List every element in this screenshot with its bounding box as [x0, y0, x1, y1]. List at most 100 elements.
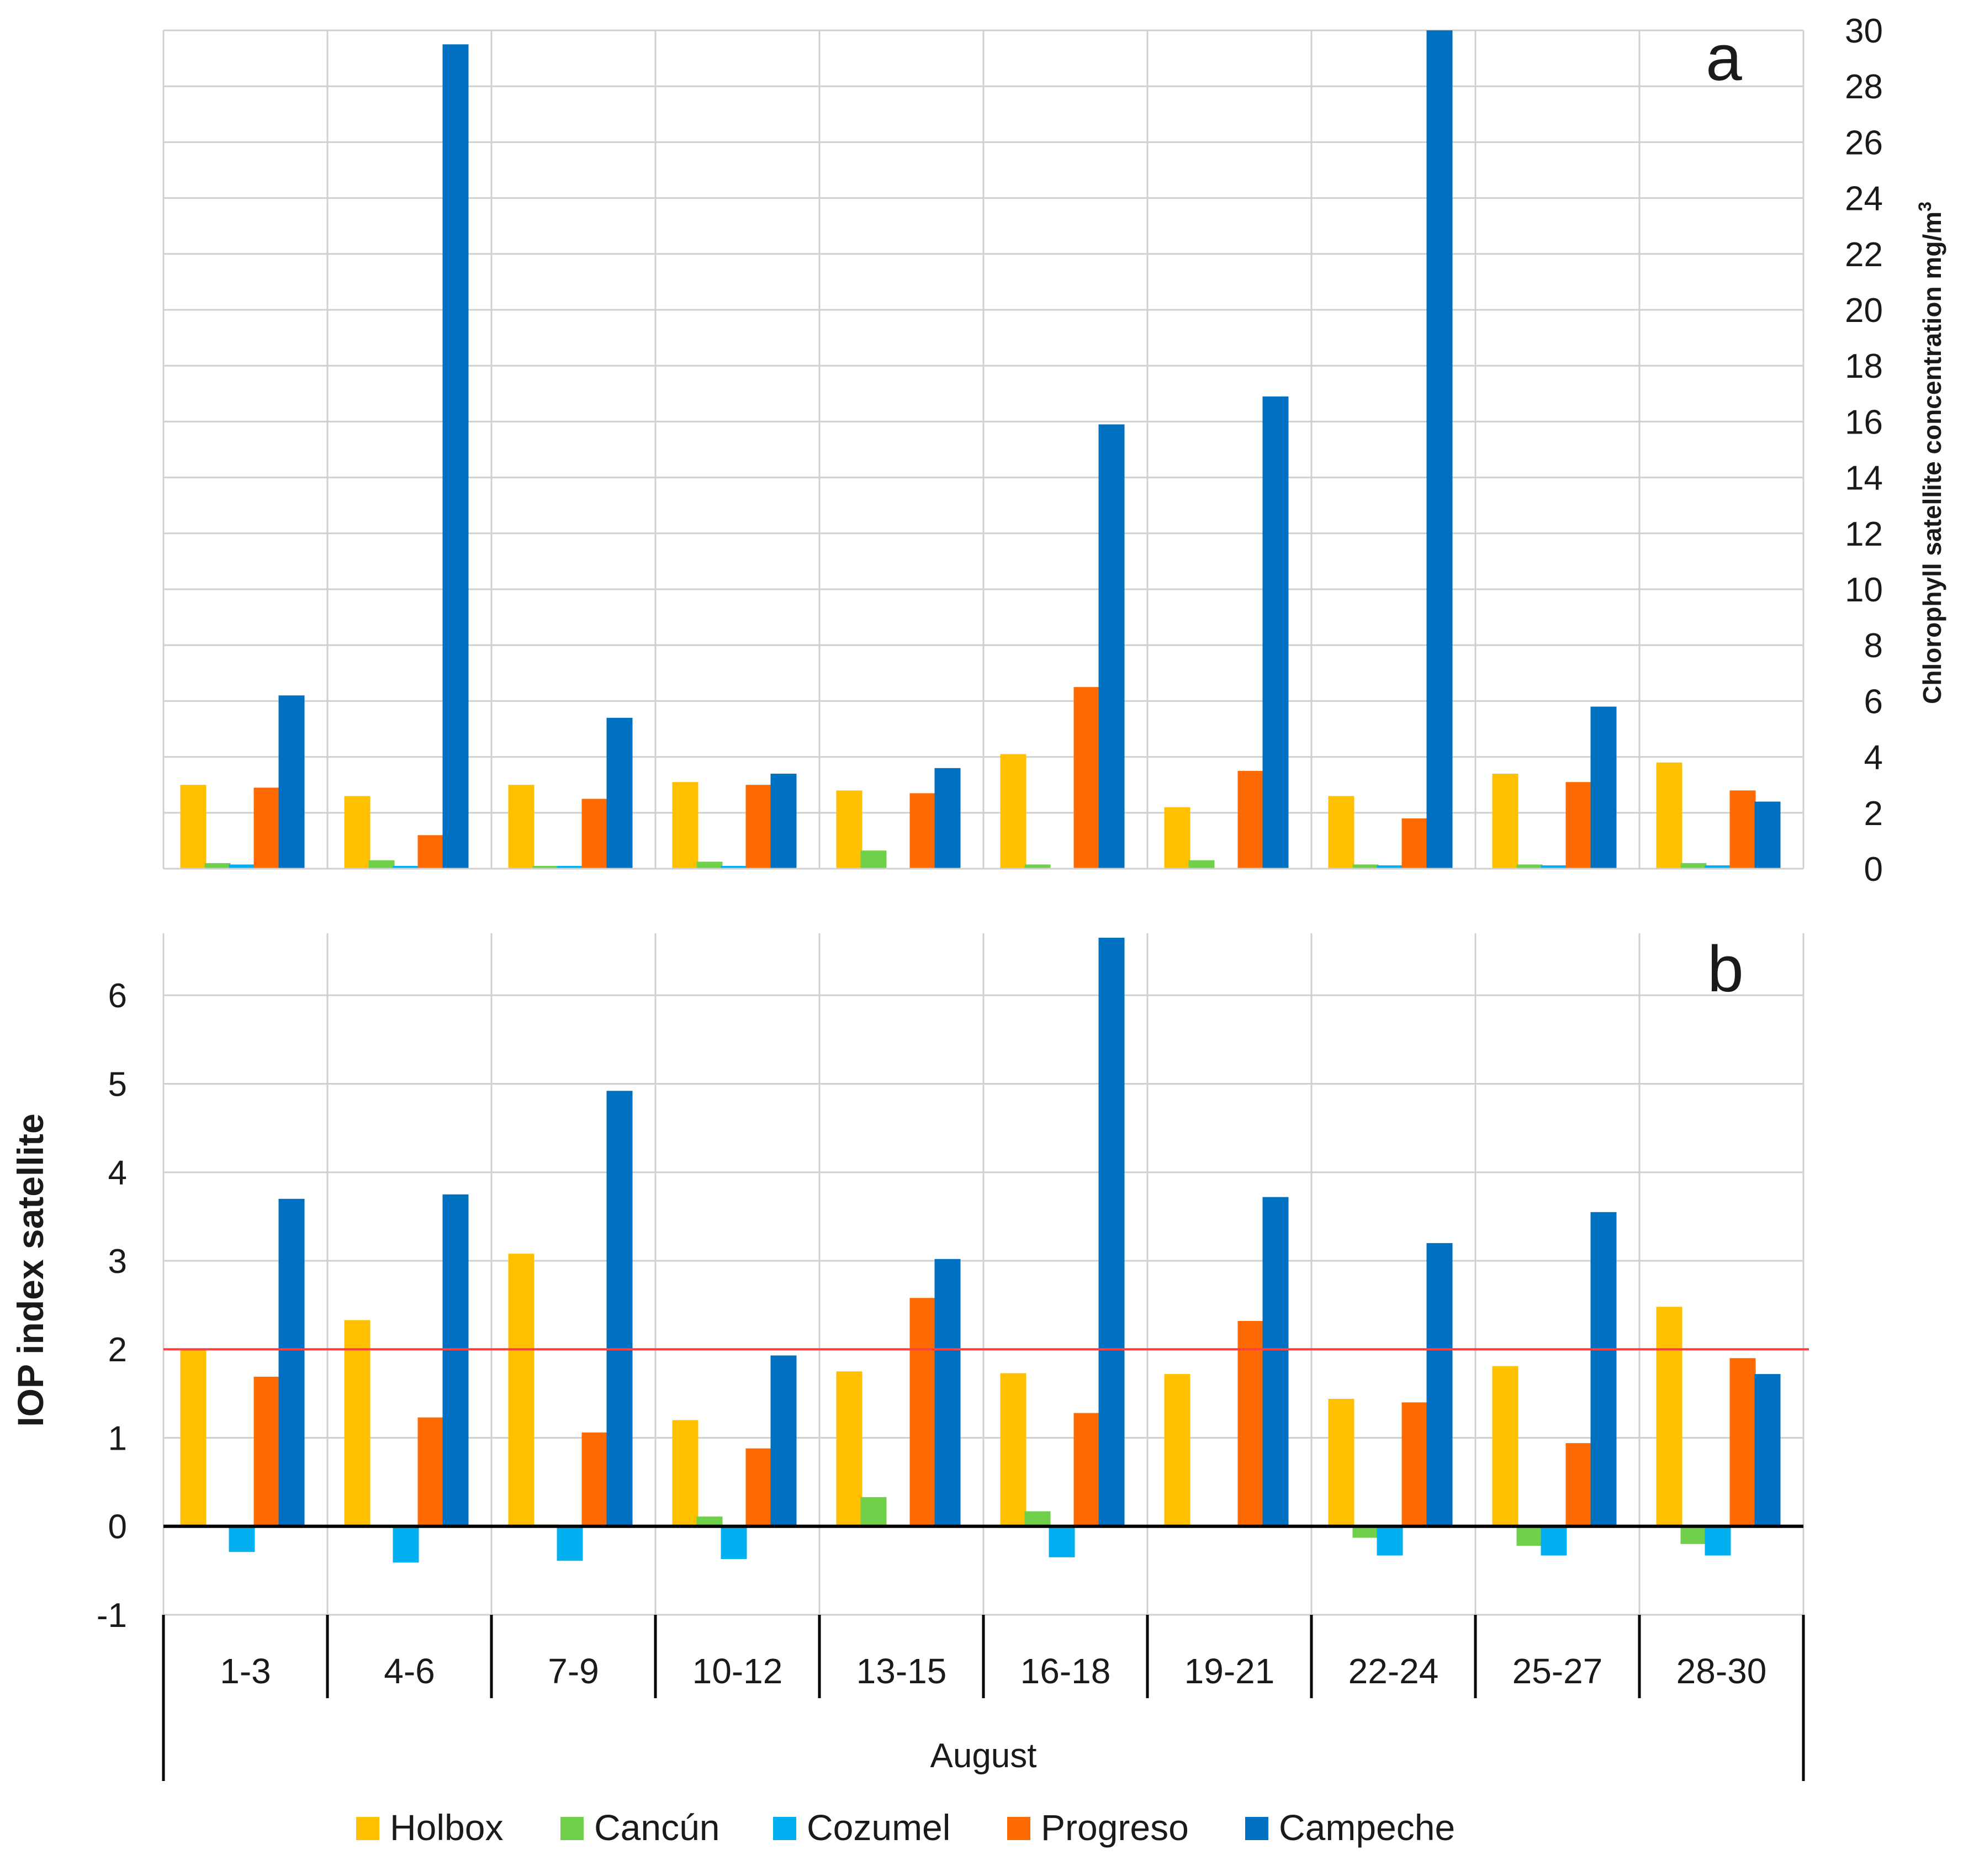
panel-a-bar-cozumel-4-6 — [393, 865, 419, 869]
panel-b-bar-progreso-16-18 — [1073, 1413, 1100, 1526]
panel-b-bar-holbox-10-12 — [672, 1420, 699, 1526]
panel-a-bar-cancun-1-3 — [204, 863, 231, 869]
panel-b-bar-campeche-7-9 — [606, 1091, 633, 1526]
panel-b-category-axis: 1-3 4-6 7-9 10-12 13-15 16-18 19-21 22-24 25-27 2… — [162, 1615, 1805, 1781]
panel-a-bar-campeche-10-12 — [770, 773, 797, 869]
panel-b-category-label-4-6: 4-6 — [384, 1651, 435, 1691]
panel-b-letter: b — [1707, 933, 1744, 1006]
panel-a-bar-campeche-16-18 — [1098, 424, 1125, 869]
panel-b-ytick-label: -1 — [97, 1597, 127, 1635]
panel-b-bar-progreso-4-6 — [417, 1417, 444, 1526]
panel-a-bar-cancun-25-27 — [1516, 864, 1543, 869]
panel-a-bar-cozumel-7-9 — [557, 865, 583, 869]
panel-a-ytick-label: 16 — [1845, 403, 1883, 441]
panel-b-bar-holbox-7-9 — [508, 1254, 535, 1526]
panel-b-bar-progreso-19-21 — [1237, 1320, 1264, 1526]
panel-a-ylabel-superscript: 3 — [1915, 202, 1935, 212]
panel-a-bar-campeche-19-21 — [1262, 396, 1289, 869]
panel-a-ytick-label: 6 — [1864, 683, 1883, 721]
panel-b-ytick-label: 4 — [108, 1154, 127, 1192]
panel-b-bar-campeche-25-27 — [1590, 1212, 1617, 1526]
legend: Holbox Cancún Cozumel Progreso Campeche — [356, 1807, 1455, 1848]
panel-a-bar-progreso-1-3 — [253, 788, 280, 869]
panel-a-ytick-label: 12 — [1845, 515, 1883, 553]
panel-b-bar-cozumel-16-18 — [1049, 1526, 1075, 1557]
panel-a-bar-progreso-13-15 — [909, 793, 936, 869]
legend-swatch-cancun — [560, 1817, 584, 1840]
panel-a-bar-campeche-7-9 — [606, 717, 633, 869]
panel-a-ylabel: Chlorophyll satellite concentration mg/m… — [1915, 202, 1946, 704]
panel-b-bar-campeche-1-3 — [278, 1198, 305, 1526]
panel-a-bar-holbox-16-18 — [1000, 754, 1026, 869]
panel-b-ytick-label: 6 — [108, 977, 127, 1015]
panel-b-bar-campeche-4-6 — [442, 1194, 469, 1526]
panel-b-category-label-1-3: 1-3 — [220, 1651, 271, 1691]
legend-label-cancun: Cancún — [594, 1807, 720, 1848]
panel-b-xlabel: August — [930, 1737, 1036, 1775]
panel-a-bar-progreso-10-12 — [745, 785, 772, 869]
panel-b-bar-holbox-28-30 — [1656, 1307, 1682, 1526]
panel-a-ytick-label: 28 — [1845, 68, 1883, 106]
legend-swatch-progreso — [1007, 1817, 1030, 1840]
panel-a-ytick-label: 18 — [1845, 347, 1883, 385]
panel-a-bar-holbox-10-12 — [672, 782, 699, 869]
panel-a-bar-campeche-13-15 — [934, 768, 961, 869]
panel-b-ylabel: IOP index satellite — [10, 1113, 51, 1426]
panel-a-bar-progreso-25-27 — [1565, 782, 1592, 869]
panel-a-bar-progreso-28-30 — [1729, 790, 1756, 869]
panel-b-ytick-label: 3 — [108, 1243, 127, 1281]
panel-a-bar-holbox-25-27 — [1492, 773, 1518, 869]
panel-a-bar-cancun-13-15 — [860, 850, 887, 869]
panel-b-iop-index: -1 0 1 2 3 4 5 6 b IOP index satellite 1-3 4-6 7-9 10… — [10, 933, 1809, 1781]
panel-b-category-label-13-15: 13-15 — [856, 1651, 947, 1691]
panel-b-category-label-10-12: 10-12 — [692, 1651, 783, 1691]
panel-a-bar-campeche-22-24 — [1426, 30, 1453, 869]
panel-a-bar-progreso-16-18 — [1073, 687, 1100, 869]
panel-a-ytick-label: 24 — [1845, 180, 1883, 218]
panel-b-ytick-label: 0 — [108, 1508, 127, 1546]
panel-a-ytick-label: 4 — [1864, 739, 1883, 777]
panel-a-bar-cancun-10-12 — [696, 862, 723, 869]
panel-a-bar-cancun-16-18 — [1024, 864, 1051, 869]
legend-label-holbox: Holbox — [390, 1807, 503, 1848]
panel-b-bar-progreso-1-3 — [253, 1376, 280, 1526]
panel-a-bar-campeche-28-30 — [1754, 801, 1781, 869]
panel-a-ytick-label: 22 — [1845, 236, 1883, 274]
panel-a-bar-cancun-22-24 — [1352, 864, 1379, 869]
panel-b-bar-cozumel-22-24 — [1377, 1526, 1403, 1556]
panel-b-bar-campeche-19-21 — [1262, 1197, 1289, 1526]
panel-a-bar-cancun-28-30 — [1680, 863, 1707, 869]
legend-swatch-holbox — [356, 1817, 379, 1840]
panel-a-bar-campeche-1-3 — [278, 695, 305, 869]
panel-b-bar-cancun-16-18 — [1024, 1511, 1051, 1526]
panel-b-bar-holbox-19-21 — [1164, 1374, 1190, 1526]
panel-a-bar-progreso-22-24 — [1401, 818, 1428, 869]
panel-b-bar-cozumel-28-30 — [1705, 1526, 1731, 1556]
panel-b-bar-holbox-25-27 — [1492, 1366, 1518, 1526]
panel-b-bar-cancun-25-27 — [1516, 1526, 1543, 1546]
panel-b-bar-progreso-28-30 — [1729, 1358, 1756, 1526]
panel-b-bar-cozumel-10-12 — [721, 1526, 747, 1560]
panel-b-bar-cancun-22-24 — [1352, 1526, 1379, 1538]
panel-b-bar-holbox-22-24 — [1328, 1398, 1354, 1526]
panel-a-ytick-label: 14 — [1845, 459, 1883, 498]
panel-a-letter: a — [1706, 22, 1742, 94]
legend-label-progreso: Progreso — [1041, 1807, 1189, 1848]
panel-b-category-label-25-27: 25-27 — [1512, 1651, 1603, 1691]
legend-swatch-campeche — [1245, 1817, 1268, 1840]
panel-b-bar-campeche-13-15 — [934, 1259, 961, 1526]
panel-a-bar-campeche-25-27 — [1590, 706, 1617, 869]
panel-b-bar-holbox-4-6 — [344, 1320, 371, 1526]
panel-b-category-label-7-9: 7-9 — [548, 1651, 599, 1691]
panel-b-bar-holbox-13-15 — [836, 1371, 862, 1526]
panel-a-ytick-label: 0 — [1864, 850, 1883, 889]
legend-label-cozumel: Cozumel — [807, 1807, 950, 1848]
panel-a-bar-progreso-7-9 — [581, 799, 608, 869]
panel-b-ytick-label: 5 — [108, 1065, 127, 1103]
panel-a-ytick-label: 10 — [1845, 571, 1883, 609]
panel-a-bar-holbox-13-15 — [836, 790, 862, 869]
panel-a-bar-holbox-7-9 — [508, 785, 535, 869]
panel-b-bar-progreso-13-15 — [909, 1298, 936, 1526]
